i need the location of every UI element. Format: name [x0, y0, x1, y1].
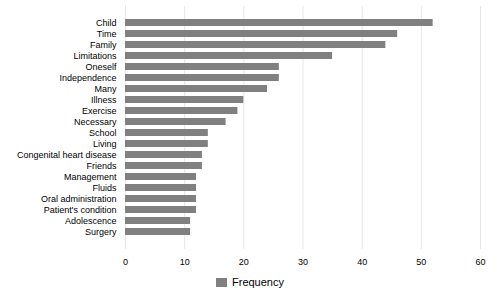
- svg-text:Patient's condition: Patient's condition: [44, 205, 117, 215]
- svg-text:Surgery: Surgery: [85, 227, 117, 237]
- svg-text:Living: Living: [93, 139, 117, 149]
- svg-text:Time: Time: [97, 29, 117, 39]
- svg-text:Adolescence: Adolescence: [65, 216, 117, 226]
- html-text:Frequency: Frequency: [232, 276, 284, 288]
- svg-text:0: 0: [123, 257, 128, 267]
- svg-text:40: 40: [357, 257, 367, 267]
- svg-text:Illness: Illness: [91, 95, 117, 105]
- svg-text:Fluids: Fluids: [92, 183, 117, 193]
- svg-text:Independence: Independence: [59, 73, 116, 83]
- svg-text:Family: Family: [90, 40, 117, 50]
- svg-text:Necessary: Necessary: [74, 117, 117, 127]
- svg-text:Management: Management: [64, 172, 117, 182]
- svg-text:10: 10: [180, 257, 190, 267]
- svg-text:Congenital heart disease: Congenital heart disease: [17, 150, 117, 160]
- svg-text:20: 20: [239, 257, 249, 267]
- svg-text:Oral administration: Oral administration: [41, 194, 117, 204]
- svg-text:School: School: [89, 128, 117, 138]
- svg-text:Child: Child: [96, 18, 117, 28]
- svg-text:50: 50: [416, 257, 426, 267]
- svg-text:Limitations: Limitations: [73, 51, 117, 61]
- svg-text:Oneself: Oneself: [85, 62, 117, 72]
- svg-text:30: 30: [298, 257, 308, 267]
- svg-text:Exercise: Exercise: [82, 106, 117, 116]
- svg-text:Friends: Friends: [86, 161, 117, 171]
- svg-text:Many: Many: [94, 84, 117, 94]
- svg-text:60: 60: [475, 257, 485, 267]
